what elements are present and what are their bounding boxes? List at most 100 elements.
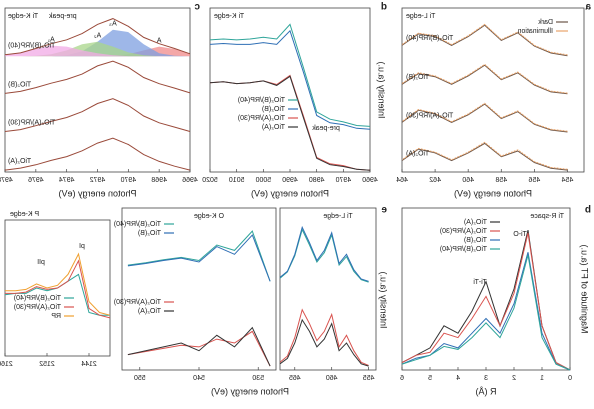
legend-label: Dark: [538, 19, 553, 26]
panel: 4966 4968 4970 4972 4974 4976 4978 Photon energ…: [0, 2, 200, 199]
x-tick-label: 3: [484, 375, 488, 382]
annotation: Ti-Ti: [473, 279, 487, 286]
legend-label: TiO₂(B): [464, 237, 487, 244]
line: [4, 60, 191, 94]
legend-label: TiO₂(A): [138, 308, 161, 315]
x-tick-label: 4960: [362, 177, 378, 184]
x-tick-label: 454: [562, 177, 574, 184]
panel: 454 456 458 460 462 464 Photon energy (eV) Ti L…: [396, 2, 591, 199]
panel: 0 1 2 3 4 5 6 R (Å) Magnitude of FT (a.u.) Ti R-s…: [400, 205, 591, 397]
legend-label: TiO₂(B)/RP(40): [14, 295, 61, 302]
panel-letter: e: [381, 205, 387, 216]
x-tick-label: 2144: [81, 361, 97, 368]
line-dark: [401, 64, 568, 95]
annotation: pII: [37, 259, 45, 266]
legend-label: TiO₂(A)/RP(30): [440, 228, 487, 235]
legend-label: TiO₂(A)/RP(30): [114, 299, 161, 306]
x-tick-label: 5020: [202, 177, 218, 184]
annotation: pI: [79, 243, 85, 250]
line: [209, 75, 371, 171]
peak-fill: [5, 41, 190, 57]
x-tick-label: 460: [326, 375, 338, 382]
line-dark: [401, 142, 568, 171]
line: [279, 308, 369, 366]
series-label: TiO₂(A)/RP(30): [406, 112, 453, 119]
y-axis-label: Intensity (a.u.): [379, 271, 389, 328]
line: [127, 230, 271, 282]
panel-letter: d: [381, 2, 387, 13]
x-tick-label: 460: [462, 177, 474, 184]
x-tick-label: 1: [540, 375, 544, 382]
x-axis-label: Photon energy (eV): [454, 188, 532, 198]
panel-title: Ti L-edge: [323, 213, 352, 220]
panel-letter: b: [585, 205, 591, 216]
panel-letter: c: [194, 2, 200, 13]
series-label: TiO₂(B)/RP(40): [406, 35, 453, 42]
line: [209, 23, 371, 127]
panel: 2144 2152 2160 P K-edge pI pII TiO₂(B)/RP(40) T…: [0, 211, 111, 368]
line-illumination: [401, 102, 568, 132]
x-tick-label: 464: [396, 177, 408, 184]
legend-label: TiO₂(B): [138, 230, 161, 237]
x-tick-label: 550: [134, 375, 146, 382]
line: [401, 232, 571, 371]
x-tick-label: 455: [363, 375, 375, 382]
x-tick-label: 4970: [120, 177, 136, 184]
series-label: TiO₂(B): [406, 74, 429, 81]
x-tick-label: 2: [512, 375, 516, 382]
line: [4, 137, 191, 171]
x-tick-label: 4990: [282, 177, 298, 184]
legend-label: Illumination: [517, 28, 553, 35]
x-tick-label: 6: [400, 375, 404, 382]
series-label: TiO₂(A): [8, 158, 31, 165]
x-tick-label: 456: [528, 177, 540, 184]
series-label: TiO₂(B)/RP(40): [8, 43, 55, 50]
legend-label: TiO₂(A)/RP(30): [14, 304, 61, 311]
legend-label: TiO₂(B)/RP(40): [114, 221, 161, 228]
x-tick-label: 458: [495, 177, 507, 184]
line: [209, 29, 371, 130]
x-tick-label: 4: [456, 375, 460, 382]
line: [401, 252, 571, 371]
line: [4, 98, 191, 132]
x-tick-label: 4972: [90, 177, 106, 184]
x-axis-label: Photon energy (eV): [211, 386, 289, 396]
plot-frame: [4, 219, 111, 357]
x-tick-label: 2152: [39, 361, 55, 368]
plot-frame: [209, 7, 371, 173]
y-axis-label: Intensity (a.u.): [377, 61, 387, 118]
line-dark: [401, 24, 568, 57]
x-tick-label: 4978: [0, 177, 13, 184]
panel-title: P K-edge: [10, 211, 39, 218]
x-tick-label: 0: [568, 375, 572, 382]
legend-label: TiO₂(B)/RP(40): [440, 246, 487, 253]
x-tick-label: 465: [289, 375, 301, 382]
line: [127, 234, 271, 282]
x-tick-label: 4976: [28, 177, 44, 184]
series-label: TiO₂(B): [8, 81, 31, 88]
panel-title: Ti L-edge: [406, 13, 435, 20]
panel-title: O K-edge: [194, 213, 224, 220]
legend-label: TiO₂(A): [464, 219, 487, 226]
peak-label: A₁: [47, 36, 55, 43]
x-axis-label: R (Å): [476, 386, 497, 396]
line-illumination: [401, 23, 568, 56]
x-tick-label: 5: [428, 375, 432, 382]
x-tick-label: 530: [252, 375, 264, 382]
x-tick-label: 4970: [335, 177, 351, 184]
x-axis-label: Photon energy (eV): [251, 188, 329, 198]
line: [279, 318, 369, 367]
y-axis-label: Magnitude of FT (a.u.): [580, 245, 590, 334]
x-tick-label: 5010: [229, 177, 245, 184]
line: [5, 259, 111, 319]
peak-label: A₃: [109, 21, 117, 28]
x-tick-label: 4966: [182, 177, 198, 184]
panel: 455 460 465 Intensity (a.u.) Ti L-edge e: [279, 205, 389, 382]
line: [279, 225, 369, 282]
panel: 530 540 550 Photon energy (eV) O K-edge TiO₂(…: [114, 207, 289, 396]
line: [401, 254, 571, 371]
line: [4, 18, 191, 56]
annotation: pre-peak: [49, 13, 77, 20]
x-tick-label: 4968: [151, 177, 167, 184]
